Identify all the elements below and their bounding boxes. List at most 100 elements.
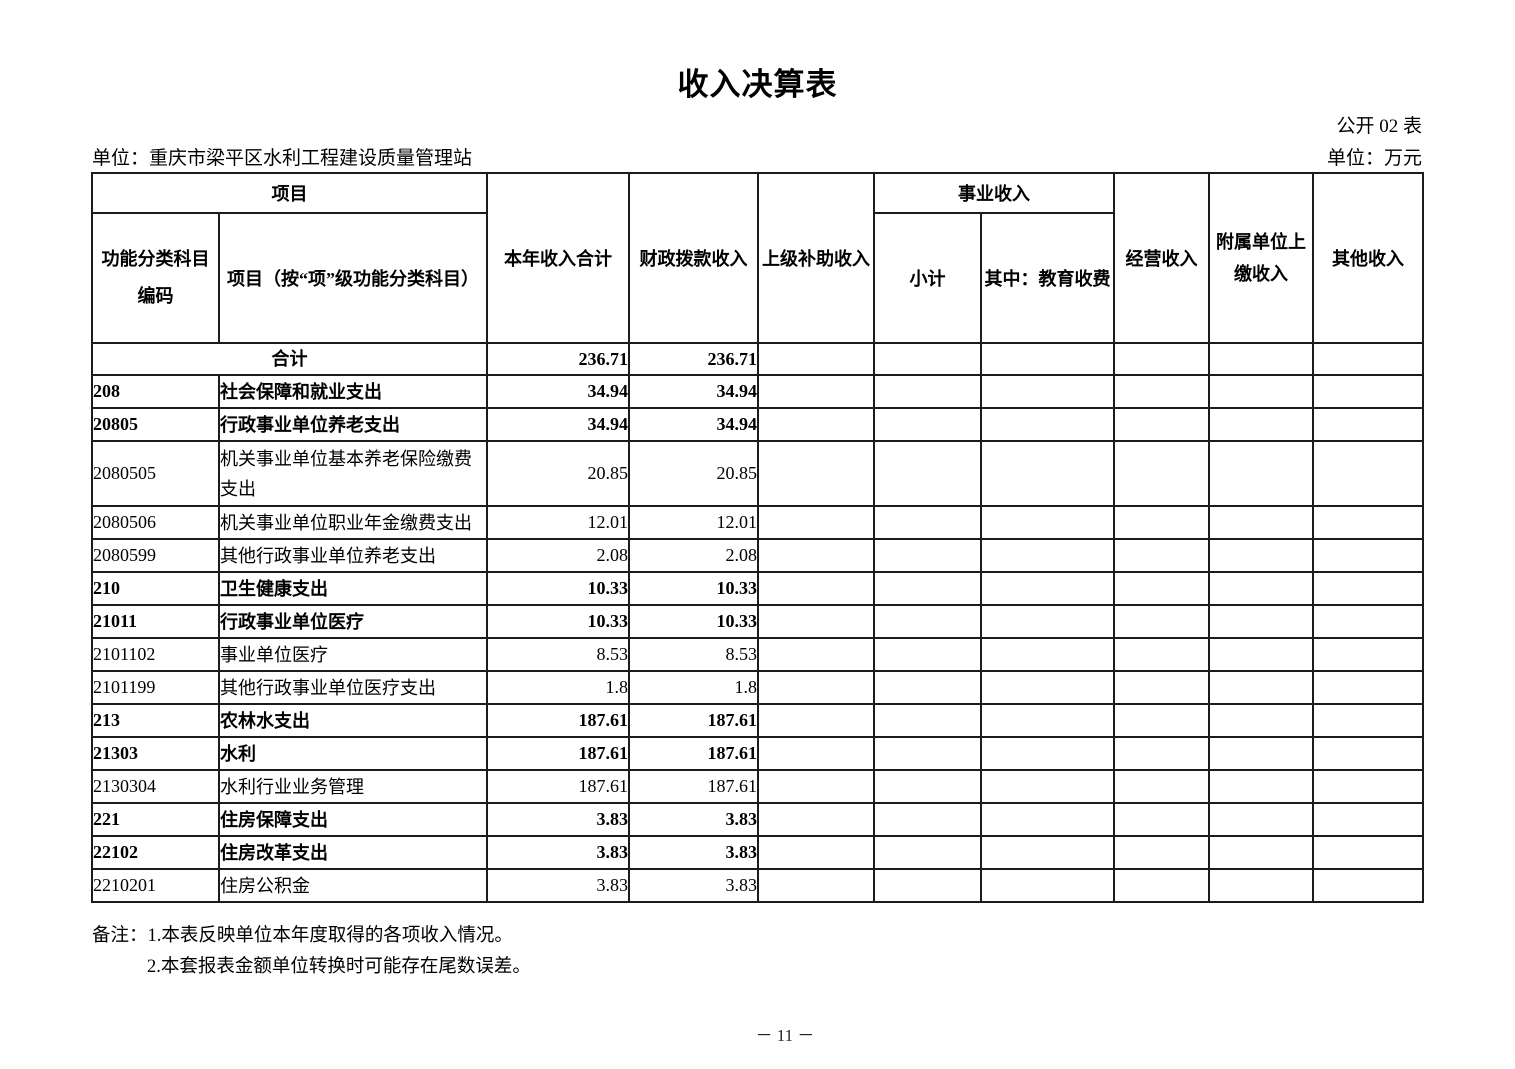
row-empty-cell (1208, 374, 1314, 409)
row-empty-cell (1312, 440, 1424, 507)
row-fiscal-income: 187.61 (628, 703, 759, 738)
row-empty-cell (980, 703, 1115, 738)
row-empty-cell (1208, 407, 1314, 442)
row-total-income: 1.8 (486, 670, 630, 705)
header-superior-subsidy: 上级补助收入 (757, 172, 875, 344)
table-row: 221 住房保障支出 3.83 3.83 (91, 802, 1424, 837)
header-function-code: 功能分类科目编码 (91, 212, 220, 344)
page-title: 收入决算表 (677, 67, 838, 102)
row-empty-cell (1208, 769, 1314, 804)
row-fiscal-income: 236.71 (628, 342, 759, 376)
row-total-income: 8.53 (486, 637, 630, 672)
row-empty-cell (757, 604, 875, 639)
row-empty-cell (757, 637, 875, 672)
row-empty-cell (757, 670, 875, 705)
row-empty-cell (1312, 868, 1424, 903)
row-total-income: 187.61 (486, 736, 630, 771)
row-empty-cell (1312, 342, 1424, 376)
row-empty-cell (1208, 736, 1314, 771)
row-empty-cell (757, 868, 875, 903)
income-statement-table: 项目 本年收入合计 财政拨款收入 上级补助收入 事业收入 经营收入 附属单位上缴… (91, 172, 1424, 903)
row-empty-cell (1113, 868, 1210, 903)
row-empty-cell (1208, 802, 1314, 837)
row-fiscal-income: 20.85 (628, 440, 759, 507)
header-other-income: 其他收入 (1312, 172, 1424, 344)
row-fiscal-income: 187.61 (628, 736, 759, 771)
row-empty-cell (1208, 835, 1314, 870)
row-code: 221 (91, 802, 220, 837)
row-empty-cell (873, 407, 982, 442)
row-name: 水利 (218, 736, 488, 771)
row-empty-cell (873, 802, 982, 837)
row-empty-cell (1113, 374, 1210, 409)
row-empty-cell (1113, 538, 1210, 573)
row-empty-cell (980, 769, 1115, 804)
row-total-income: 3.83 (486, 802, 630, 837)
table-row: 2210201 住房公积金 3.83 3.83 (91, 868, 1424, 903)
row-empty-cell (1312, 571, 1424, 606)
row-fiscal-income: 34.94 (628, 407, 759, 442)
row-empty-cell (980, 868, 1115, 903)
row-empty-cell (980, 440, 1115, 507)
row-empty-cell (873, 571, 982, 606)
row-fiscal-income: 10.33 (628, 604, 759, 639)
row-empty-cell (873, 374, 982, 409)
header-education-fees: 其中：教育收费 (980, 212, 1115, 344)
row-empty-cell (1312, 670, 1424, 705)
table-row: 208 社会保障和就业支出 34.94 34.94 (91, 374, 1424, 409)
row-code: 21303 (91, 736, 220, 771)
table-code-label: 公开 02 表 (1336, 116, 1422, 137)
row-empty-cell (873, 604, 982, 639)
row-name: 其他行政事业单位医疗支出 (218, 670, 488, 705)
row-empty-cell (1312, 604, 1424, 639)
page-number: － 11 － (755, 1026, 815, 1045)
row-name: 住房保障支出 (218, 802, 488, 837)
row-empty-cell (1312, 505, 1424, 540)
row-total-income: 34.94 (486, 374, 630, 409)
row-fiscal-income: 1.8 (628, 670, 759, 705)
row-label: 合计 (91, 342, 488, 376)
row-empty-cell (757, 407, 875, 442)
row-empty-cell (757, 769, 875, 804)
footnote-2: 2.本套报表金额单位转换时可能存在尾数误差。 (147, 957, 531, 977)
row-empty-cell (980, 342, 1115, 376)
row-code: 210 (91, 571, 220, 606)
row-empty-cell (757, 703, 875, 738)
row-code: 2101102 (91, 637, 220, 672)
row-name: 机关事业单位基本养老保险缴费支出 (218, 440, 488, 507)
row-code: 2080505 (91, 440, 220, 507)
row-empty-cell (1113, 407, 1210, 442)
header-project-group: 项目 (91, 172, 488, 214)
table-row: 213 农林水支出 187.61 187.61 (91, 703, 1424, 738)
row-total-income: 34.94 (486, 407, 630, 442)
row-empty-cell (1312, 802, 1424, 837)
row-empty-cell (980, 604, 1115, 639)
row-name: 水利行业业务管理 (218, 769, 488, 804)
row-name: 行政事业单位养老支出 (218, 407, 488, 442)
table-row: 21303 水利 187.61 187.61 (91, 736, 1424, 771)
header-subtotal: 小计 (873, 212, 982, 344)
row-empty-cell (1113, 769, 1210, 804)
currency-unit-label: 单位：万元 (1326, 148, 1422, 169)
table-header: 项目 本年收入合计 财政拨款收入 上级补助收入 事业收入 经营收入 附属单位上缴… (91, 172, 1424, 344)
table-row: 22102 住房改革支出 3.83 3.83 (91, 835, 1424, 870)
row-fiscal-income: 3.83 (628, 835, 759, 870)
row-empty-cell (757, 505, 875, 540)
row-total-income: 10.33 (486, 604, 630, 639)
org-unit-label: 单位：重庆市梁平区水利工程建设质量管理站 (92, 148, 473, 169)
row-empty-cell (1208, 604, 1314, 639)
row-empty-cell (980, 637, 1115, 672)
row-code: 21011 (91, 604, 220, 639)
row-empty-cell (1113, 670, 1210, 705)
row-empty-cell (757, 835, 875, 870)
row-total-income: 236.71 (486, 342, 630, 376)
row-empty-cell (1312, 374, 1424, 409)
row-empty-cell (1208, 703, 1314, 738)
row-empty-cell (873, 868, 982, 903)
row-empty-cell (1208, 868, 1314, 903)
row-empty-cell (1113, 703, 1210, 738)
row-code: 2080599 (91, 538, 220, 573)
row-empty-cell (757, 374, 875, 409)
row-empty-cell (1113, 835, 1210, 870)
row-empty-cell (873, 769, 982, 804)
